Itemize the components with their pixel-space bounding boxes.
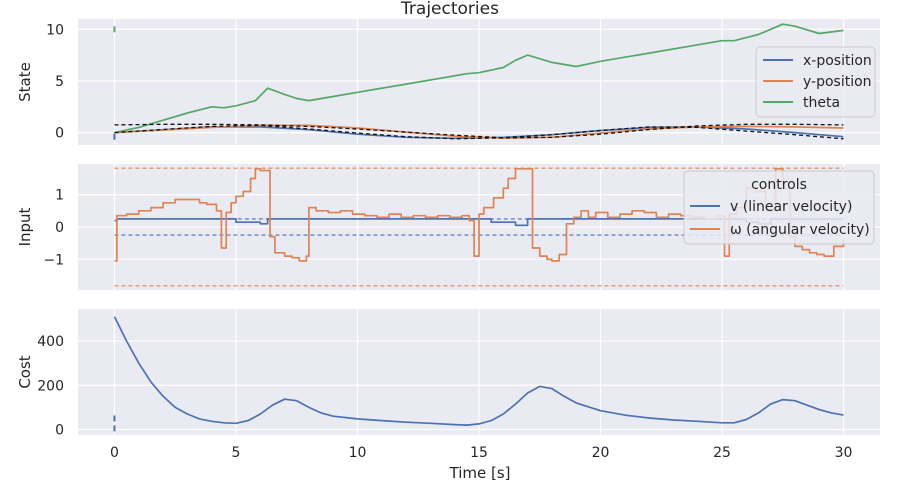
state-series-line bbox=[114, 123, 844, 139]
cost-xtick-label: 15 bbox=[470, 445, 488, 461]
input-yticks: −1 0 1 bbox=[43, 188, 64, 269]
cost-xtick-label: 5 bbox=[232, 445, 241, 461]
state-legend-label: y-position bbox=[803, 74, 872, 90]
input-ytick-label: −1 bbox=[43, 252, 64, 268]
input-legend-title: controls bbox=[751, 177, 807, 193]
input-ytick-label: 1 bbox=[55, 188, 64, 204]
state-ytick-label: 10 bbox=[46, 22, 64, 38]
state-legend-label: x-position bbox=[803, 53, 872, 69]
cost-xtick-label: 0 bbox=[110, 445, 119, 461]
cost-axes: 0 200 400 0 5 10 15 20 25 30 Cost Time [s] bbox=[16, 309, 880, 482]
cost-xticks: 0 5 10 15 20 25 30 bbox=[110, 445, 852, 461]
state-ytick-label: 5 bbox=[55, 74, 64, 90]
cost-series-line bbox=[113, 316, 844, 426]
cost-ytick-label: 400 bbox=[37, 334, 64, 350]
cost-ytick-label: 0 bbox=[55, 422, 64, 438]
state-ytick-label: 0 bbox=[55, 126, 64, 142]
time-xlabel: Time [s] bbox=[449, 464, 511, 482]
input-ylabel: Input bbox=[16, 207, 34, 246]
state-legend-label: theta bbox=[803, 95, 840, 111]
cost-grid bbox=[78, 309, 880, 435]
cost-xtick-label: 30 bbox=[835, 445, 853, 461]
state-series-line bbox=[114, 124, 844, 140]
input-legend: controls v (linear velocity) ω (angular ve… bbox=[683, 170, 875, 245]
cost-series bbox=[113, 316, 844, 432]
input-legend-frame bbox=[683, 170, 875, 245]
cost-xtick-label: 25 bbox=[713, 445, 731, 461]
input-legend-label: ω (angular velocity) bbox=[730, 222, 870, 238]
cost-xtick-label: 20 bbox=[592, 445, 610, 461]
state-legend: x-position y-position theta bbox=[755, 46, 876, 118]
input-legend-label: v (linear velocity) bbox=[730, 199, 852, 215]
state-series bbox=[113, 23, 844, 140]
state-axes: 0 5 10 State x-position y-position theta bbox=[16, 19, 880, 145]
state-ylabel: State bbox=[16, 62, 34, 102]
cost-yticks: 0 200 400 bbox=[37, 334, 64, 438]
state-series-line bbox=[114, 23, 844, 134]
state-grid bbox=[78, 19, 880, 145]
cost-ylabel: Cost bbox=[16, 355, 34, 388]
figure-title: Trajectories bbox=[400, 0, 499, 19]
input-ytick-label: 0 bbox=[55, 220, 64, 236]
state-legend-frame bbox=[755, 46, 876, 118]
state-yticks: 0 5 10 bbox=[46, 22, 64, 141]
input-series bbox=[114, 167, 845, 287]
cost-xtick-label: 10 bbox=[349, 445, 367, 461]
input-axes: −1 0 1 Input controls v (linear velocity) ω … bbox=[16, 164, 880, 290]
cost-ytick-label: 200 bbox=[37, 378, 64, 394]
